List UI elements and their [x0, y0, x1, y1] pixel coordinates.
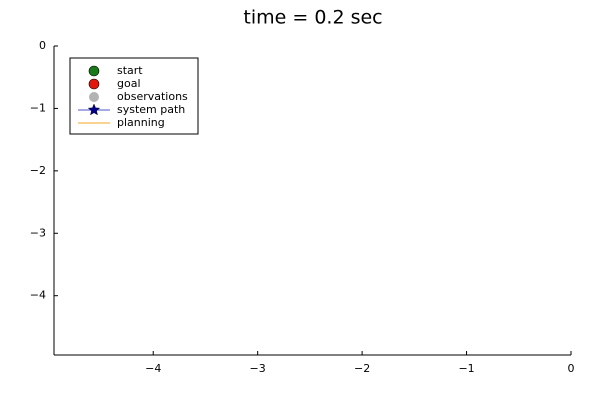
x-tick-label: −4 [145, 362, 161, 375]
legend-marker-start [88, 65, 100, 77]
x-tick-label: 0 [568, 362, 575, 375]
chart-title: time = 0.2 sec [243, 7, 382, 29]
plot-area: −4 −3 −2 −1 0 0 −1 −2 −3 −4 [30, 39, 575, 375]
y-tick-label: 0 [39, 39, 46, 52]
legend-label-start: start [117, 64, 143, 77]
legend-label-system-path: system path [117, 103, 185, 116]
legend-marker-observations [89, 92, 99, 102]
legend-label-goal: goal [117, 77, 141, 90]
legend-label-planning: planning [117, 116, 165, 129]
y-tick-label: −4 [30, 289, 46, 302]
y-tick-label: −1 [30, 101, 46, 114]
x-tick-label: −1 [458, 362, 474, 375]
x-ticks: −4 −3 −2 −1 0 [145, 351, 575, 375]
y-tick-label: −2 [30, 164, 46, 177]
y-tick-label: −3 [30, 226, 46, 239]
x-tick-label: −3 [250, 362, 266, 375]
legend-marker-system-path [87, 103, 101, 116]
x-tick-label: −2 [354, 362, 370, 375]
legend-marker-goal [88, 78, 100, 90]
legend-label-observations: observations [117, 90, 188, 103]
y-ticks: 0 −1 −2 −3 −4 [30, 39, 58, 302]
